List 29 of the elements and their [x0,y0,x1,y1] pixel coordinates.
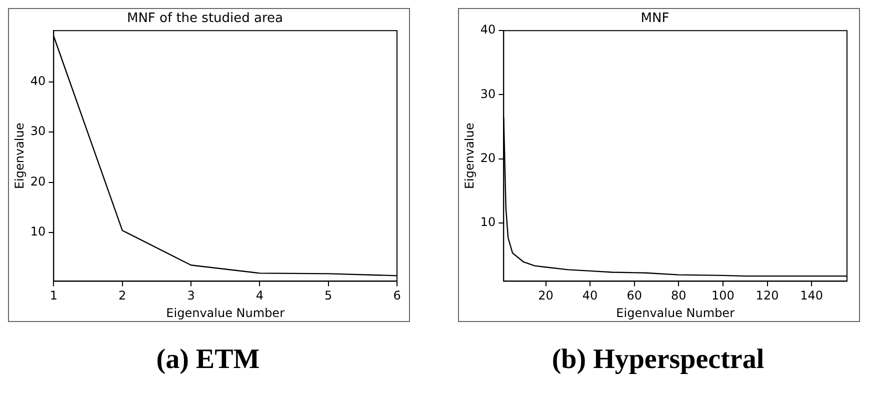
x-tick-label: 140 [800,288,824,303]
x-tick-label: 80 [671,288,686,303]
y-tick-label: 40 [30,74,46,88]
x-tick-label: 40 [582,288,598,303]
text: (b) Hyperspectral [550,344,766,376]
y-tick-label: 10 [30,224,46,239]
x-tick-label: 5 [324,288,332,303]
y-axis-title: Eigenvalue [462,122,476,190]
x-tick-label: 2 [118,288,126,303]
x-axis-title: Eigenvalue Number [166,306,285,320]
y-axis-title: Eigenvalue [12,122,26,190]
x-tick-label: 60 [626,288,642,303]
x-tick-label: 3 [187,288,195,303]
x-axis-title: Eigenvalue Number [616,306,735,320]
y-tick-label: 30 [30,124,46,138]
y-tick-label: 20 [30,174,46,188]
y-tick-label: 20 [480,150,496,165]
text: (a) ETM [155,344,261,376]
x-tick-label: 100 [712,288,734,303]
x-tick-label: 20 [538,288,554,303]
y-tick-label: 30 [480,86,496,101]
chart-title: MNF of the studied area [126,11,284,26]
x-tick-label: 1 [50,288,58,303]
y-tick-label: 10 [480,215,496,229]
chart-title: MNF [640,11,670,26]
y-tick-label: 40 [480,22,496,37]
x-tick-label: 6 [393,288,401,303]
x-tick-label: 4 [256,288,264,303]
x-tick-label: 120 [756,288,779,303]
